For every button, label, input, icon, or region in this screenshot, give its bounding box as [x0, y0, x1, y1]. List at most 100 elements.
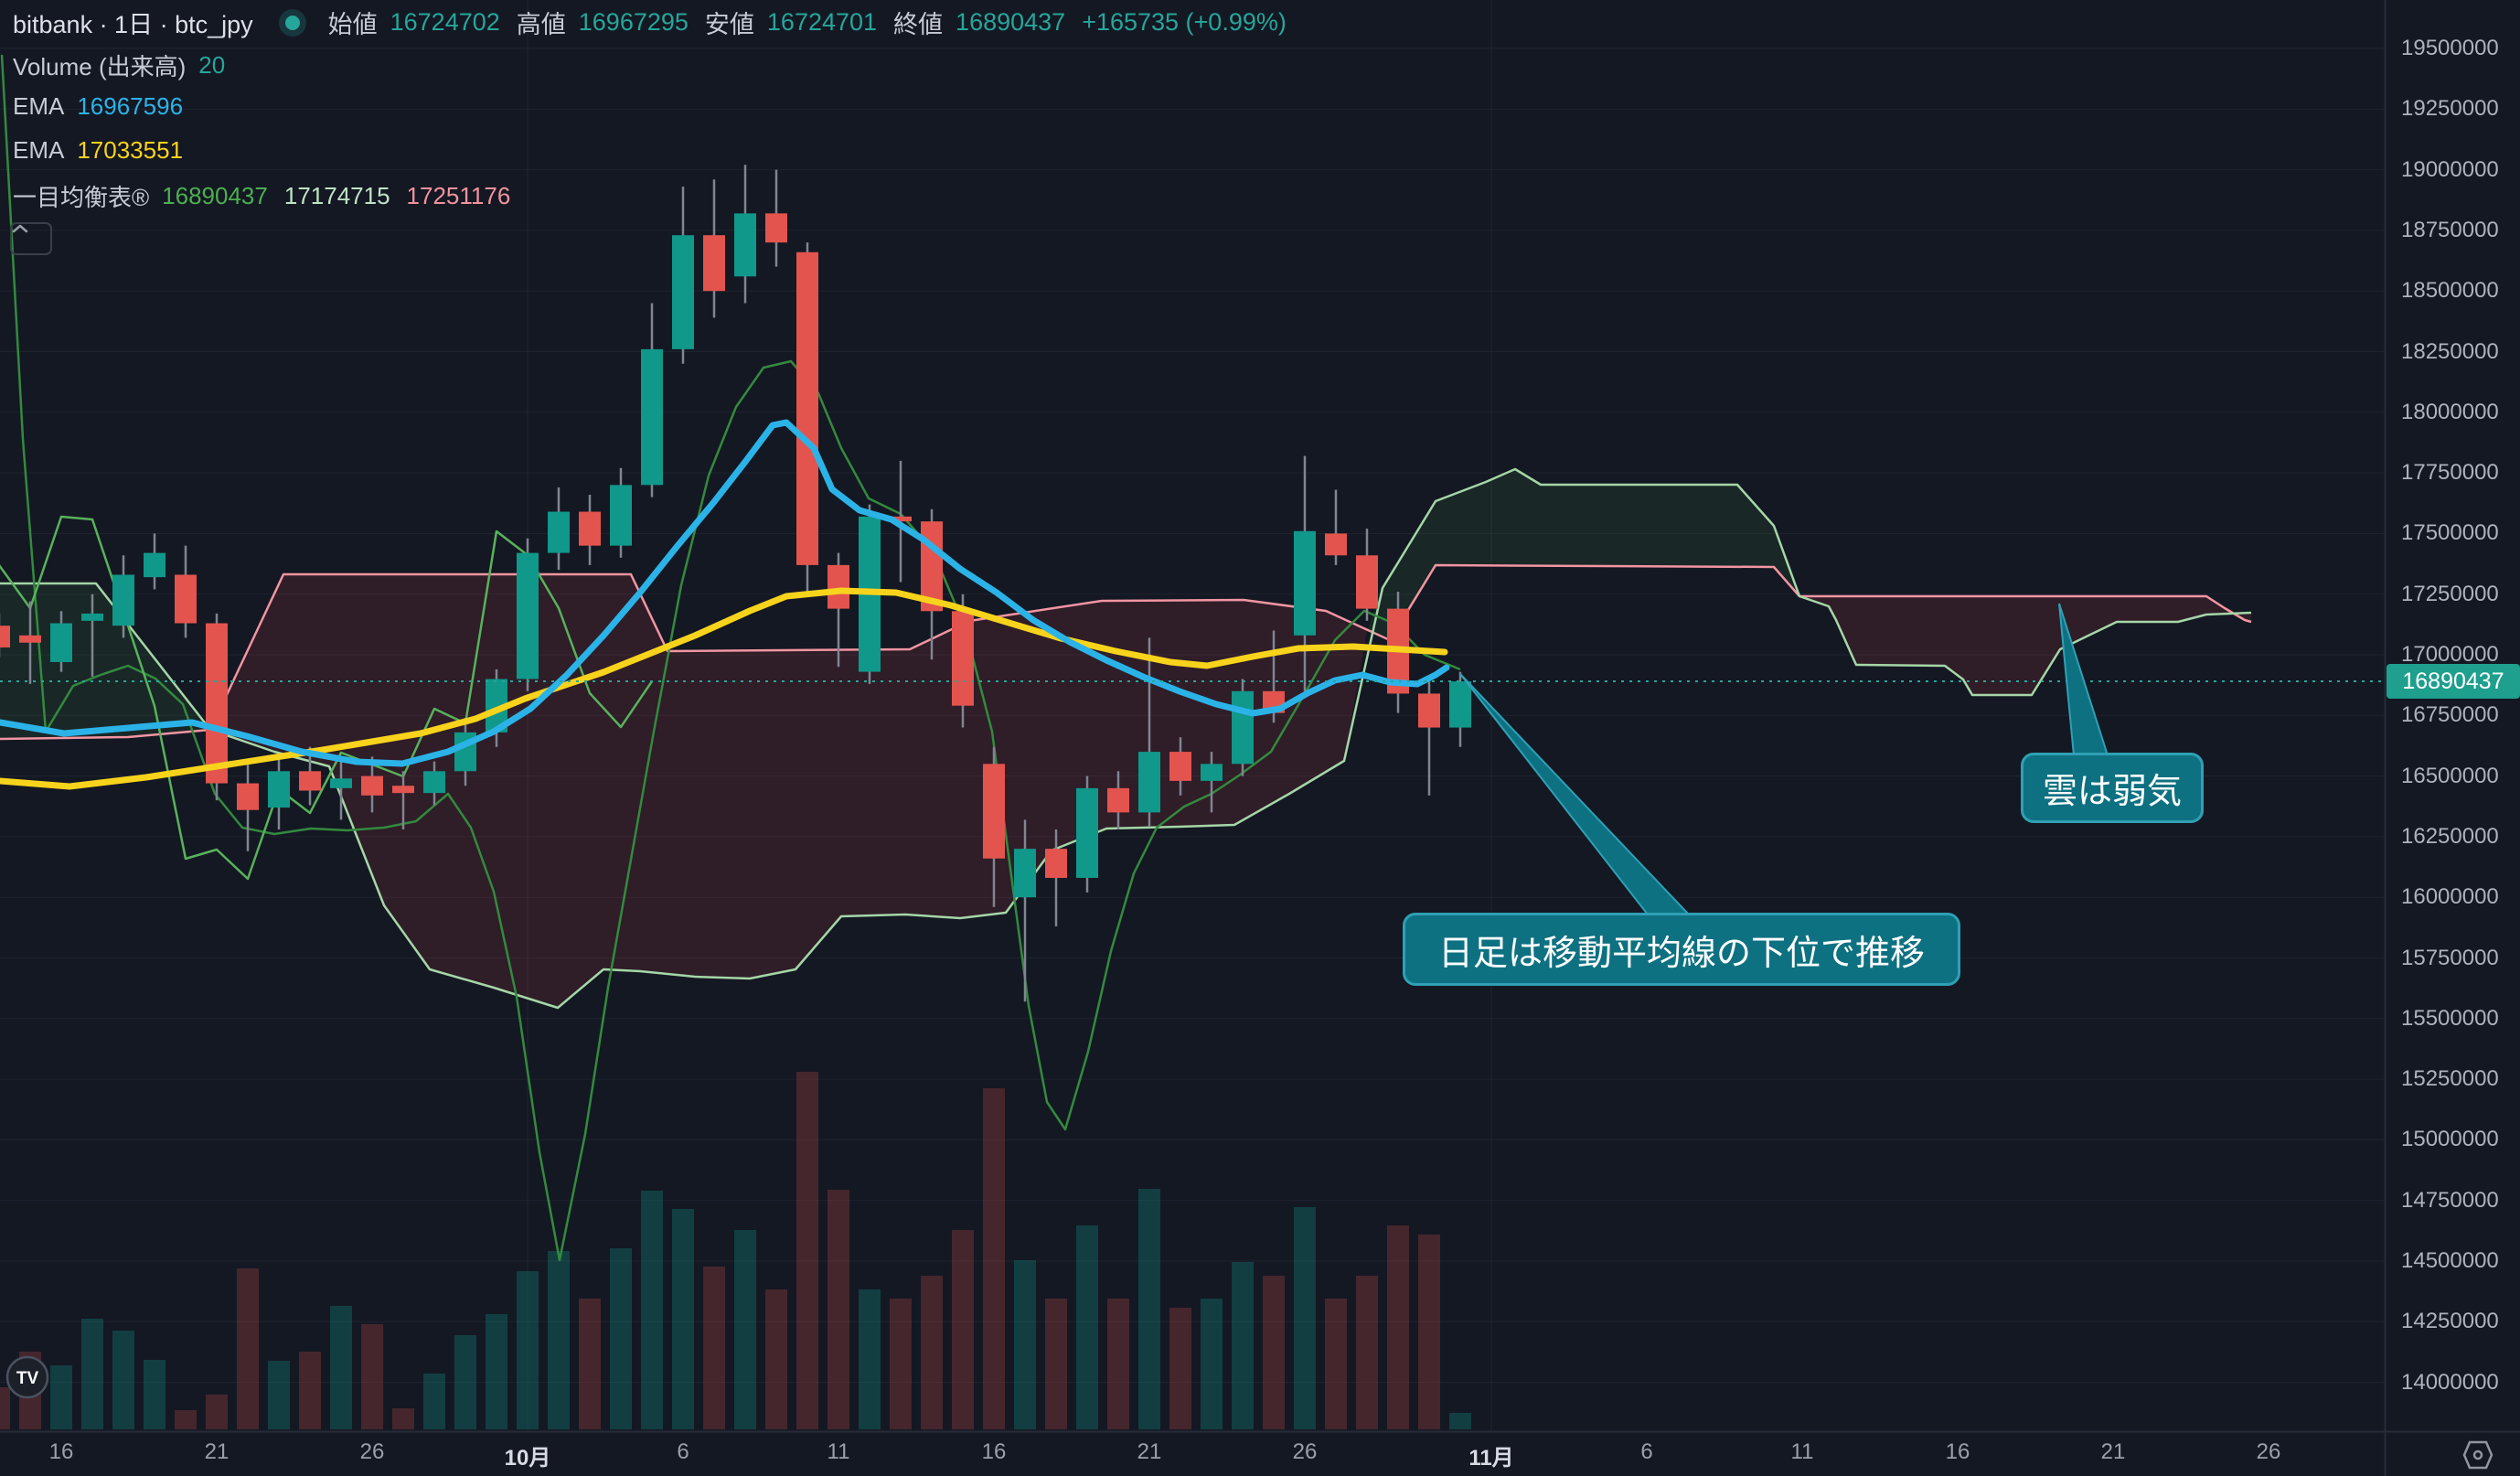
candle-body	[19, 635, 41, 643]
candle-body	[175, 574, 197, 624]
tradingview-logo[interactable]: TV	[5, 1355, 49, 1399]
price-tick-label: 17250000	[2401, 581, 2499, 606]
candle-body	[1325, 533, 1347, 556]
time-tick-label: 11月	[1468, 1446, 1514, 1471]
volume-bar	[1263, 1276, 1285, 1429]
ema-fast-value: 16967596	[77, 92, 184, 120]
senkou-b-line	[0, 563, 2252, 741]
ema-slow-legend-row[interactable]: EMA 17033551	[13, 136, 199, 165]
ichimoku-value-3: 17251176	[406, 182, 511, 209]
candle-body	[734, 213, 756, 277]
volume-value: 20	[198, 51, 226, 79]
time-tick-label: 21	[1137, 1439, 1162, 1464]
volume-bar	[703, 1267, 725, 1429]
price-tick-label: 15500000	[2401, 1005, 2499, 1031]
volume-bar	[81, 1319, 103, 1429]
candle-body	[1418, 693, 1440, 728]
candle-body	[1014, 849, 1036, 898]
time-tick-label: 16	[1945, 1439, 1970, 1464]
legend-collapse-button[interactable]	[10, 222, 52, 255]
volume-bar	[1045, 1299, 1067, 1429]
time-tick-label: 21	[204, 1439, 230, 1464]
candle-body	[81, 613, 103, 621]
volume-bar	[392, 1408, 414, 1429]
candle-body	[1107, 787, 1129, 813]
volume-bar	[1232, 1262, 1254, 1429]
ema-slow-value: 17033551	[77, 136, 184, 164]
volume-bar	[1418, 1235, 1440, 1429]
close-label: 終値	[893, 11, 944, 38]
volume-bar	[1294, 1207, 1316, 1429]
candle-body	[1045, 849, 1067, 878]
callout-ma-note-text: 日足は移動平均線の下位で推移	[1437, 934, 1925, 973]
candle-body	[983, 764, 1005, 859]
ema-fast-legend-row[interactable]: EMA 16967596	[13, 92, 199, 121]
ichimoku-cloud	[0, 583, 210, 739]
candle-body	[299, 771, 321, 791]
time-tick-label: 26	[1292, 1439, 1318, 1464]
candle-body	[1138, 752, 1160, 813]
ichimoku-cloud	[1367, 469, 1799, 640]
volume-bar	[50, 1365, 72, 1429]
svg-text:TV: TV	[16, 1369, 39, 1388]
volume-bar	[237, 1268, 259, 1429]
tenkan-line	[0, 54, 1461, 1262]
candle-body	[423, 771, 445, 794]
ichimoku-legend-row[interactable]: 一目均衡表® 16890437 17174715 17251176	[13, 179, 527, 213]
candle-body	[890, 516, 912, 522]
candle-body	[206, 623, 228, 784]
candle-body	[1076, 787, 1098, 878]
volume-bar	[983, 1088, 1005, 1429]
senkou-a-line	[0, 467, 2252, 1010]
callout-arrow	[1459, 673, 1692, 915]
price-axis[interactable]: 19500000 19250000 19000000 18750000 18500000…	[2387, 0, 2520, 1431]
callout-cloud-note-text: 雲は弱気	[2042, 773, 2182, 811]
price-tick-label: 18250000	[2401, 338, 2499, 364]
ichimoku-label: 一目均衡表®	[13, 184, 150, 211]
volume-bar	[517, 1271, 539, 1429]
volume-bar	[1356, 1276, 1378, 1429]
current-price-value: 16890437	[2402, 668, 2504, 694]
callout-ma-note[interactable]: 日足は移動平均線の下位で推移	[1403, 913, 1960, 986]
candle-body	[1169, 752, 1191, 781]
volume-bar	[1138, 1189, 1160, 1429]
volume-bar	[423, 1374, 445, 1429]
price-tick-label: 19500000	[2401, 36, 2499, 60]
candle-body	[672, 235, 694, 349]
volume-bar	[1076, 1225, 1098, 1429]
high-value: 16967295	[578, 8, 689, 36]
time-tick-label: 16	[48, 1439, 74, 1464]
low-value: 16724701	[766, 8, 878, 36]
price-tick-label: 14500000	[2401, 1248, 2499, 1273]
volume-legend-row[interactable]: Volume (出来高) 20	[13, 48, 241, 82]
candle-body	[828, 564, 849, 609]
time-axis[interactable]: 16 21 26 10月 6 11 16 21 26 11月 6 11 16 21 26	[0, 1432, 2520, 1476]
volume-bar	[579, 1299, 601, 1429]
callout-cloud-note[interactable]: 雲は弱気	[2021, 753, 2204, 823]
timezone-clock-icon[interactable]	[2462, 1440, 2493, 1470]
volume-bar	[206, 1395, 228, 1429]
candle-body	[1449, 681, 1471, 728]
candle-body	[517, 552, 539, 679]
price-tick-label: 18000000	[2401, 399, 2499, 424]
candle-body	[1294, 530, 1316, 636]
time-tick-label: 16	[981, 1439, 1007, 1464]
candle-body	[703, 235, 725, 292]
candle-body	[952, 611, 974, 706]
volume-bar	[672, 1209, 694, 1429]
volume-bar	[112, 1331, 134, 1429]
volume-bar	[765, 1289, 787, 1429]
price-tick-label: 16750000	[2401, 702, 2499, 728]
candle-body	[237, 783, 259, 810]
candle-body	[765, 213, 787, 243]
volume-bar	[828, 1190, 849, 1429]
open-label: 始値	[327, 11, 378, 38]
candle-body	[796, 251, 818, 565]
volume-bar	[890, 1299, 912, 1429]
price-tick-label: 17750000	[2401, 460, 2499, 486]
price-tick-label: 14250000	[2401, 1309, 2499, 1334]
chevron-up-icon	[12, 224, 28, 233]
ichimoku-cloud	[1799, 596, 2251, 695]
symbol-title-row[interactable]: bitbank · 1日 · btc_jpy 始値 16724702 高値 16…	[13, 5, 1303, 40]
